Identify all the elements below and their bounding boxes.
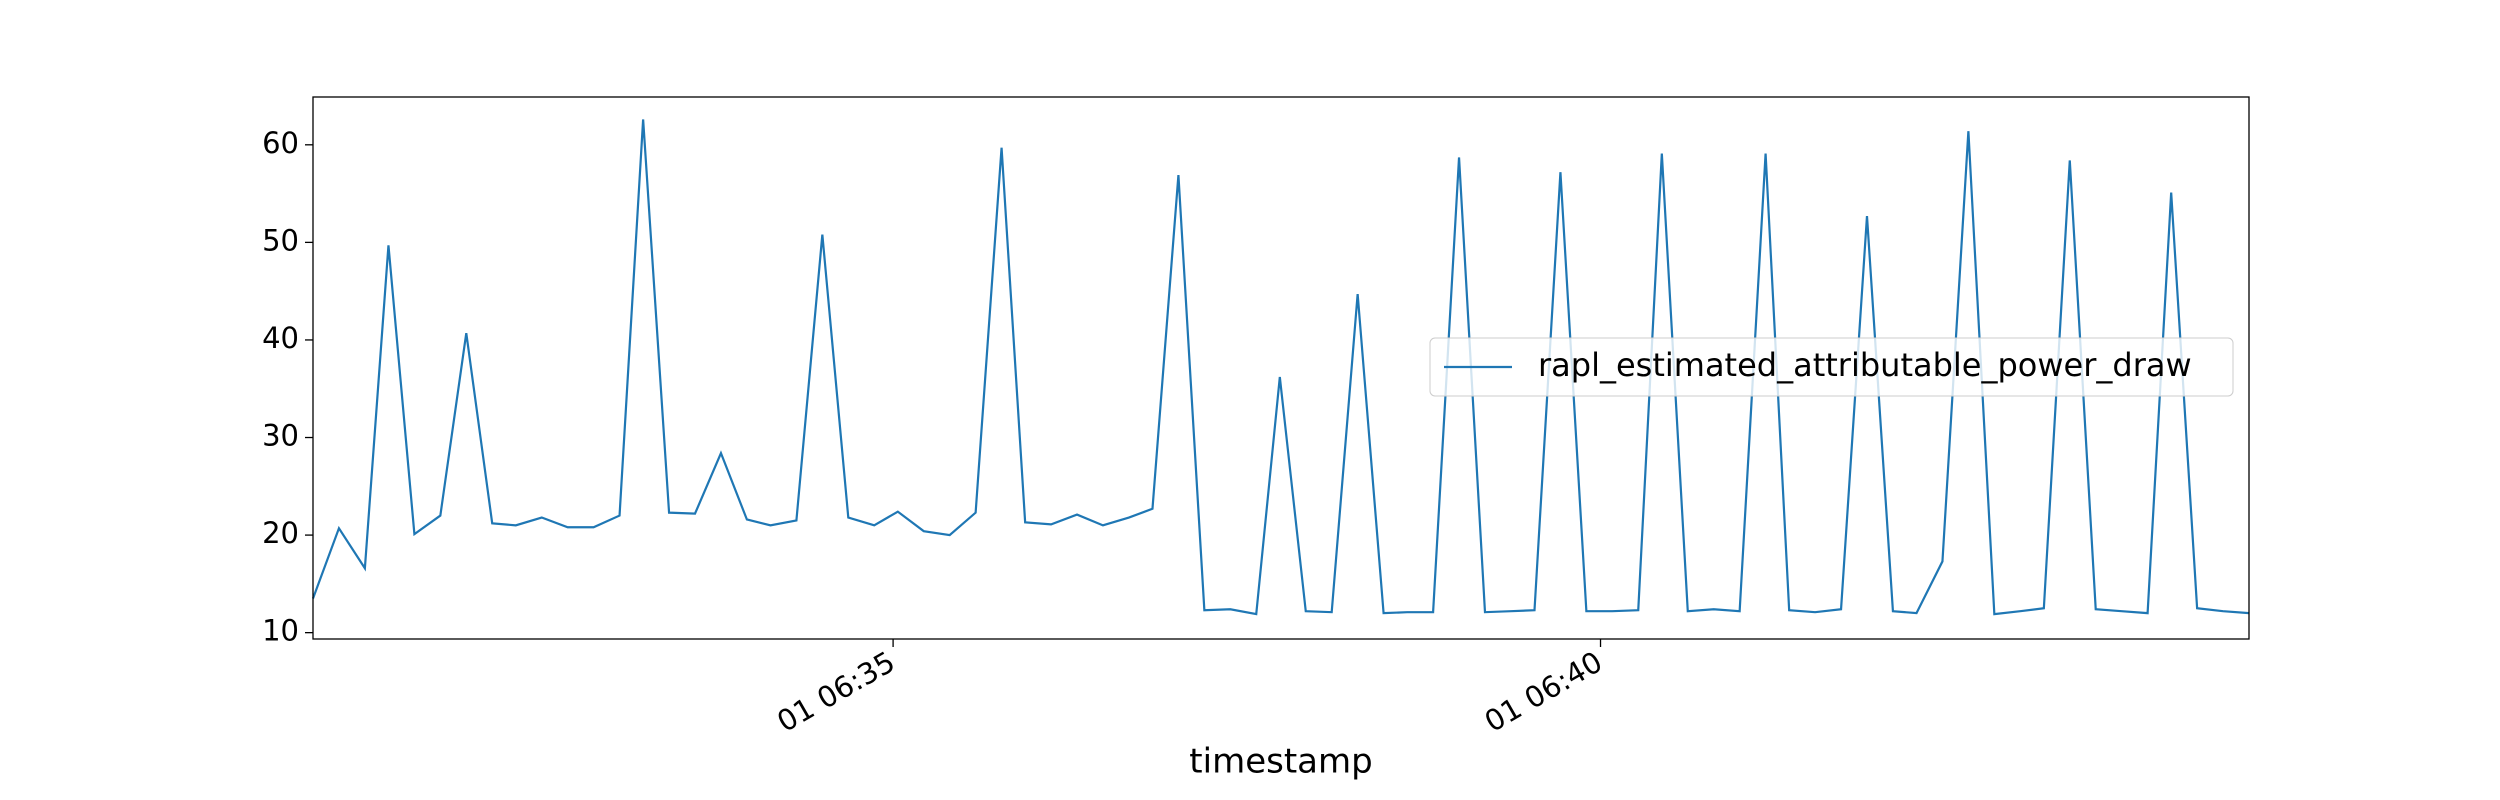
data-line <box>311 119 2250 616</box>
legend-label: rapl_estimated_attributable_power_draw <box>1538 346 2192 384</box>
y-tick-label: 20 <box>262 516 299 550</box>
x-axis-label: timestamp <box>1189 742 1372 782</box>
x-tick-label: 01 06:40 <box>1479 645 1608 739</box>
legend-box <box>1429 337 2234 397</box>
legend: rapl_estimated_attributable_power_draw <box>1429 337 2234 397</box>
plot-frame <box>312 96 2250 640</box>
y-tick-label: 60 <box>262 126 299 160</box>
y-tick-label: 50 <box>262 223 299 257</box>
y-tick-label: 10 <box>262 614 299 648</box>
y-tick-label: 40 <box>262 321 299 355</box>
x-tick-label: 01 06:35 <box>771 645 900 739</box>
y-tick-label: 30 <box>262 419 299 453</box>
